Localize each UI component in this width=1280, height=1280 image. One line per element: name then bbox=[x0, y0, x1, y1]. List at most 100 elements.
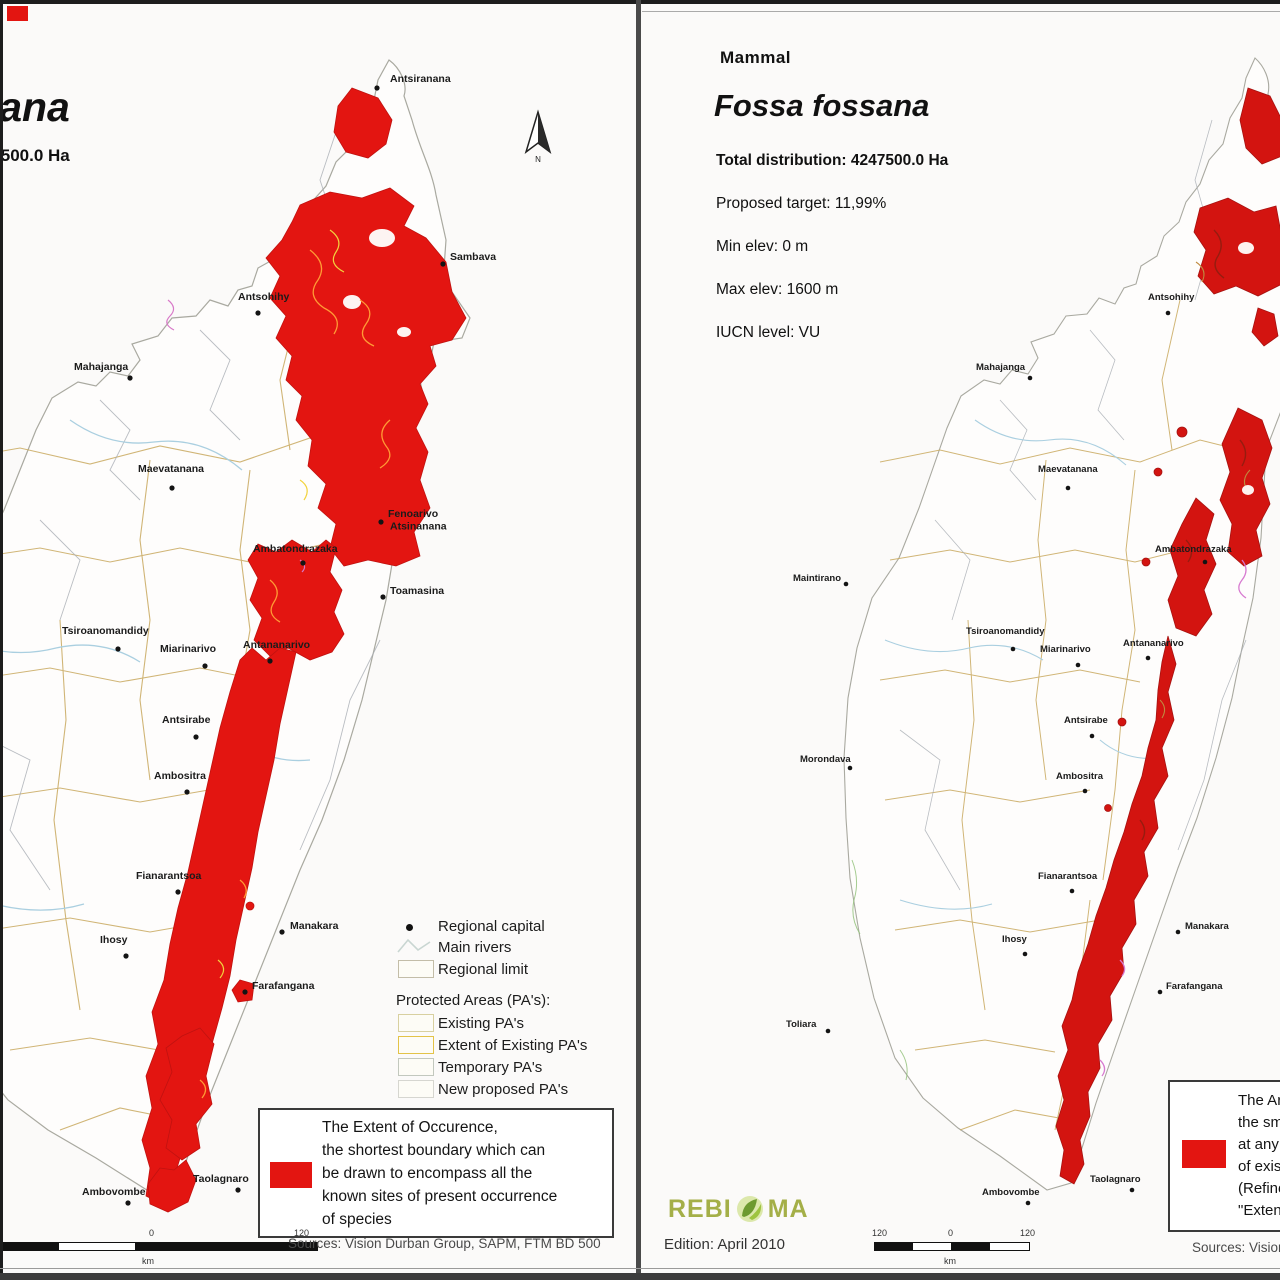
city-label: Farafangana bbox=[252, 980, 315, 992]
scale-unit: km bbox=[944, 1256, 956, 1266]
city-label: Mahajanga bbox=[976, 362, 1026, 373]
city-dot bbox=[1027, 375, 1033, 381]
total-distribution: Total distribution: 4247500.0 Ha bbox=[716, 152, 949, 169]
region-boundaries bbox=[879, 299, 1249, 1131]
city-dot bbox=[1082, 788, 1088, 794]
city-dot bbox=[1065, 485, 1071, 491]
legend-main-rivers: Main rivers bbox=[438, 939, 512, 956]
scale-right-120: 120 bbox=[1020, 1228, 1036, 1238]
north-arrow-label: N bbox=[535, 155, 541, 164]
new-proposed-pa-symbol bbox=[398, 1080, 434, 1098]
city-label: Morondava bbox=[800, 754, 851, 765]
eoo-line: the shortest boundary which can bbox=[322, 1142, 546, 1159]
city-dot bbox=[123, 953, 129, 959]
city-dot bbox=[267, 658, 273, 664]
left-proposed-target: Proposed target: 11,99% bbox=[0, 192, 235, 238]
city-label: Ihosy bbox=[100, 934, 128, 946]
city-label: Mahajanga bbox=[74, 361, 128, 373]
district-boundaries bbox=[899, 119, 1247, 891]
sheet-bottom-line bbox=[0, 1268, 1280, 1269]
city-dot bbox=[1202, 559, 1208, 565]
rebioma-leaf-icon bbox=[736, 1196, 763, 1222]
city-dot bbox=[1010, 646, 1016, 652]
species-group: Mammal bbox=[720, 48, 792, 67]
city-label: Ambositra bbox=[1056, 771, 1104, 782]
city-dot bbox=[1145, 655, 1151, 661]
city-label: Ambositra bbox=[154, 770, 206, 782]
city-label: Maevatanana bbox=[138, 463, 204, 475]
city-dot bbox=[184, 789, 190, 795]
left-species-title: Fossa fossana bbox=[0, 84, 70, 130]
city-label: Fianarantsoa bbox=[136, 870, 202, 882]
red-fragment bbox=[7, 6, 28, 21]
right-map-island: Antsohihy Mahajanga Maevatanana Ambatondraz… bbox=[786, 57, 1280, 1206]
city-label: Antsirabe bbox=[1064, 715, 1108, 726]
rivers bbox=[884, 419, 1163, 910]
eoo-red-swatch bbox=[270, 1162, 312, 1188]
city-label: Antsohihy bbox=[238, 291, 289, 303]
eoo-line: known sites of present occurrence bbox=[322, 1188, 558, 1205]
city-label: Atsinanana bbox=[390, 521, 447, 533]
eoo-note-box: The Extent of Occurence, the shortest bo… bbox=[258, 1108, 614, 1238]
city-label: Ambovombe bbox=[82, 1186, 146, 1198]
city-dot bbox=[169, 485, 175, 491]
city-dot bbox=[193, 734, 199, 740]
panel-divider bbox=[636, 0, 641, 1280]
left-map-island: Antsiranana Sambava Antsohihy Mahajanga Maev… bbox=[0, 59, 496, 1213]
city-label: Ihosy bbox=[1002, 934, 1028, 945]
city-label: Fenoarivo bbox=[388, 508, 438, 520]
city-dot bbox=[378, 519, 384, 525]
city-dot bbox=[175, 889, 181, 895]
city-label: Ambatondrazaka bbox=[253, 543, 338, 555]
city-label: Ambatondrazaka bbox=[1155, 544, 1232, 555]
city-label: Miarinarivo bbox=[160, 643, 216, 655]
eoo-line: of species bbox=[322, 1211, 392, 1228]
city-dot bbox=[1069, 888, 1075, 894]
scale-unit: km bbox=[142, 1256, 154, 1266]
city-label: Antananarivo bbox=[243, 639, 310, 651]
city-label: Farafangana bbox=[1166, 981, 1223, 992]
iucn-level: IUCN level: VU bbox=[716, 324, 821, 341]
scale-120: 120 bbox=[294, 1228, 310, 1238]
min-elev: Min elev: 0 m bbox=[716, 238, 809, 255]
city-label: Ambovombe bbox=[982, 1187, 1040, 1198]
aoo-note-box: The Area of Occupancy, the smallest area… bbox=[1168, 1080, 1280, 1232]
city-dot bbox=[374, 85, 380, 91]
city-label: Sambava bbox=[450, 251, 496, 263]
city-dot bbox=[127, 375, 133, 381]
eoo-line: be drawn to encompass all the bbox=[322, 1165, 533, 1182]
city-label: Manakara bbox=[1185, 921, 1230, 932]
city-label: Antananarivo bbox=[1123, 638, 1184, 649]
aoo-line: of existing populations bbox=[1238, 1158, 1280, 1175]
city-label: Manakara bbox=[290, 920, 339, 932]
city-label: Taolagnaro bbox=[193, 1173, 249, 1185]
city-dot bbox=[255, 310, 261, 316]
city-dot bbox=[125, 1200, 131, 1206]
aoo-red-swatch bbox=[1182, 1140, 1226, 1168]
city-label: Antsohihy bbox=[1148, 292, 1195, 303]
rebioma-logo-right: MA bbox=[767, 1194, 809, 1223]
regional-limit-symbol bbox=[398, 960, 434, 978]
city-label: Toliara bbox=[786, 1019, 817, 1030]
existing-pa-symbol bbox=[398, 1014, 434, 1032]
aoo-line: the smallest area essential bbox=[1238, 1114, 1280, 1131]
city-dot bbox=[843, 581, 849, 587]
edition-label: Edition: April 2010 bbox=[664, 1236, 785, 1253]
species-title: Fossa fossana bbox=[714, 88, 930, 123]
city-dot bbox=[380, 594, 386, 600]
city-dot bbox=[847, 765, 853, 771]
north-arrow: N bbox=[524, 109, 552, 164]
left-total-distribution: Total distribution: 4247500.0 Ha bbox=[0, 146, 70, 165]
city-dot bbox=[115, 646, 121, 652]
left-map-sheet: Fossa fossana Total distribution: 424750… bbox=[0, 0, 637, 1280]
coastal-vegetation bbox=[851, 859, 908, 1081]
city-dot bbox=[440, 261, 446, 267]
scale-zero: 0 bbox=[948, 1228, 954, 1238]
city-dot bbox=[1157, 989, 1163, 995]
city-label: Fianarantsoa bbox=[1038, 871, 1098, 882]
scale-left-120: 120 bbox=[872, 1228, 888, 1238]
extent-existing-pa-symbol bbox=[398, 1036, 434, 1054]
legend-new-proposed-pa: New proposed PA's bbox=[438, 1081, 569, 1098]
legend-regional-limit: Regional limit bbox=[438, 961, 529, 978]
